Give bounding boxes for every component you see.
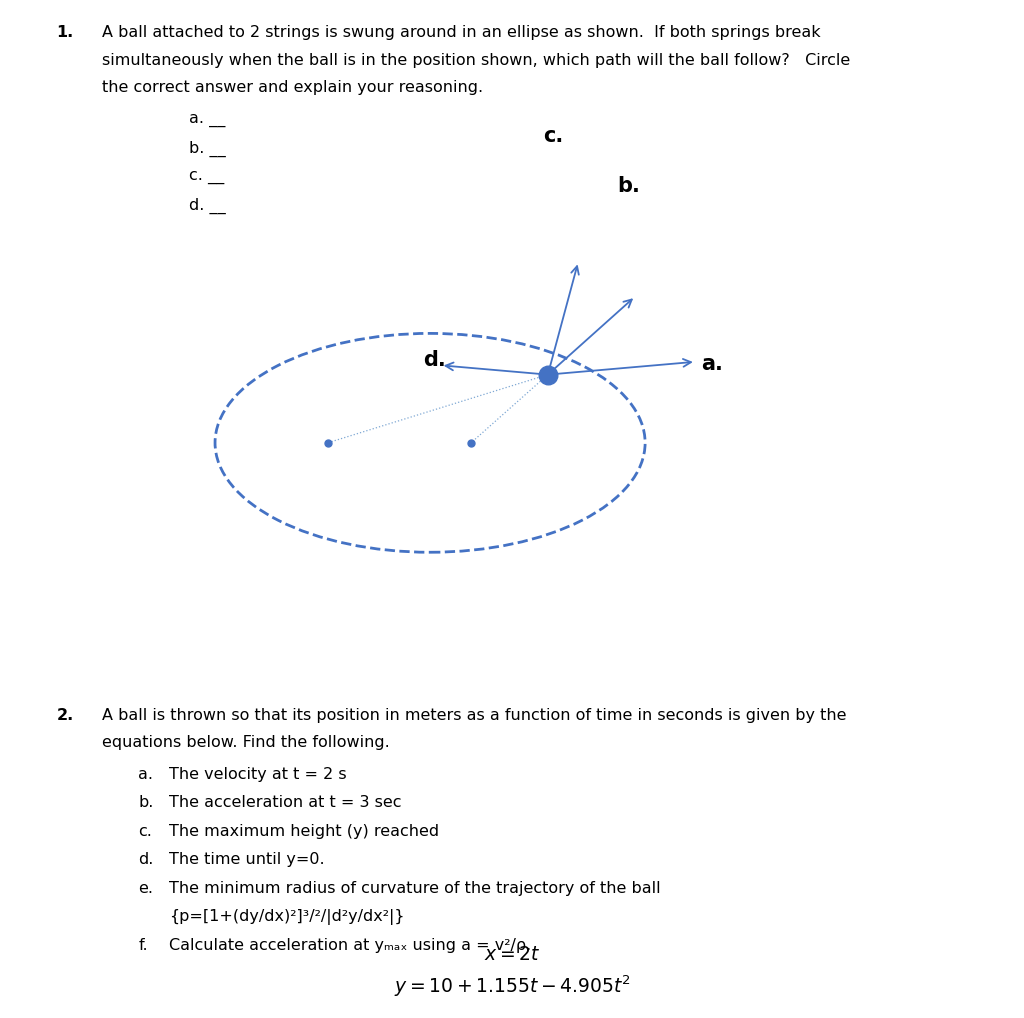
Text: e.: e. (138, 881, 154, 896)
Text: the correct answer and explain your reasoning.: the correct answer and explain your reas… (102, 80, 483, 96)
Text: {p=[1+(dy/dx)²]³/²/|d²y/dx²|}: {p=[1+(dy/dx)²]³/²/|d²y/dx²|} (169, 909, 404, 925)
Point (463, 435, 479, 451)
Text: The time until y=0.: The time until y=0. (169, 852, 325, 867)
Text: $y = 10 + 1.155t - 4.905t^2$: $y = 10 + 1.155t - 4.905t^2$ (393, 973, 631, 999)
Text: Calculate acceleration at yₘₐₓ using a = v²/ρ.: Calculate acceleration at yₘₐₓ using a =… (169, 938, 531, 953)
Point (319, 435, 336, 451)
Text: equations below. Find the following.: equations below. Find the following. (102, 735, 390, 750)
Text: A ball is thrown so that its position in meters as a function of time in seconds: A ball is thrown so that its position in… (102, 708, 847, 723)
Text: The acceleration at t = 3 sec: The acceleration at t = 3 sec (169, 795, 401, 810)
Text: b. __: b. __ (189, 140, 226, 157)
Text: $x = 2t$: $x = 2t$ (483, 945, 541, 964)
Text: b.: b. (138, 795, 154, 810)
Text: a. __: a. __ (189, 112, 226, 127)
Text: The velocity at t = 2 s: The velocity at t = 2 s (169, 767, 346, 782)
Text: The minimum radius of curvature of the trajectory of the ball: The minimum radius of curvature of the t… (169, 881, 660, 896)
Text: a.: a. (138, 767, 154, 782)
Text: simultaneously when the ball is in the position shown, which path will the ball : simultaneously when the ball is in the p… (102, 53, 851, 68)
Text: d.: d. (138, 852, 154, 867)
Text: 2.: 2. (56, 708, 74, 723)
Text: c.: c. (138, 824, 153, 839)
Text: d. __: d. __ (189, 197, 226, 214)
Text: The maximum height (y) reached: The maximum height (y) reached (169, 824, 439, 839)
Text: 1.: 1. (56, 25, 74, 41)
Text: c. __: c. __ (189, 169, 224, 184)
Text: a.: a. (701, 354, 723, 374)
Point (540, 366, 556, 383)
Text: b.: b. (617, 176, 640, 196)
Text: f.: f. (138, 938, 147, 953)
Text: d.: d. (423, 350, 445, 371)
Text: A ball attached to 2 strings is swung around in an ellipse as shown.  If both sp: A ball attached to 2 strings is swung ar… (102, 25, 821, 41)
Text: c.: c. (543, 126, 563, 147)
